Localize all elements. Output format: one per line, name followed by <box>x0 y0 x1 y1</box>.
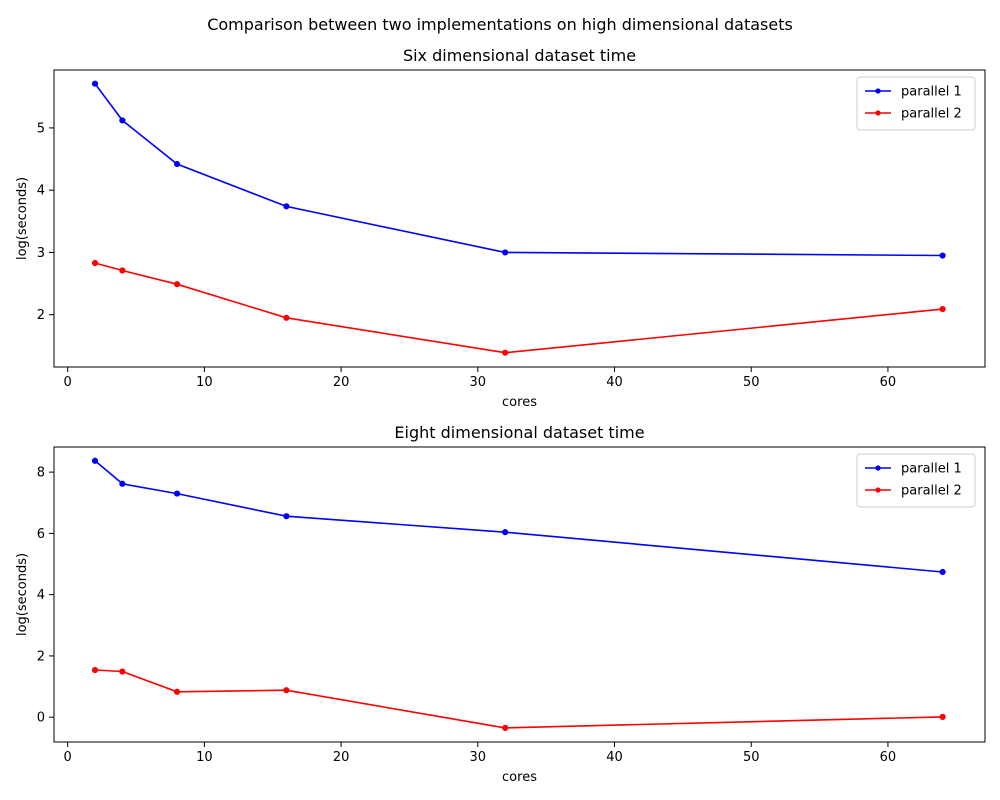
data-point <box>119 267 126 274</box>
x-tick-label: 40 <box>606 750 623 765</box>
x-tick-label: 20 <box>333 750 350 765</box>
y-axis-label: log(seconds) <box>15 553 30 636</box>
data-point <box>939 252 946 259</box>
plot-frame <box>53 446 986 743</box>
legend-swatch-marker <box>875 465 881 471</box>
x-tick-label: 40 <box>606 375 623 390</box>
data-point <box>283 687 290 694</box>
series-line-parallel-1 <box>94 460 943 573</box>
y-tick-label: 8 <box>37 466 45 481</box>
data-point <box>502 249 509 256</box>
data-point <box>119 117 126 124</box>
x-tick-label: 30 <box>470 375 487 390</box>
x-tick-label: 30 <box>470 750 487 765</box>
chart-title: Six dimensional dataset time <box>403 46 636 65</box>
data-point <box>283 513 290 520</box>
data-point <box>502 529 509 536</box>
y-tick-label: 0 <box>37 711 45 726</box>
data-point <box>502 724 509 732</box>
x-tick-label: 0 <box>64 750 72 765</box>
data-point <box>91 457 99 464</box>
data-point <box>283 314 290 321</box>
legend-swatch-marker <box>875 487 881 493</box>
legend-label: parallel 1 <box>901 462 962 477</box>
y-axis-label: log(seconds) <box>15 177 30 260</box>
data-point <box>91 666 99 674</box>
legend-swatch-marker <box>875 88 881 94</box>
y-tick-label: 6 <box>37 527 45 542</box>
legend-label: parallel 2 <box>901 107 962 122</box>
legend: parallel 1 parallel 2 <box>856 453 976 508</box>
legend-swatch-marker <box>875 110 881 116</box>
figure-suptitle: Comparison between two implementations o… <box>207 15 793 34</box>
x-tick-label: 0 <box>64 375 72 390</box>
x-tick-label: 60 <box>880 750 897 765</box>
data-point <box>939 713 946 720</box>
data-point <box>91 80 99 87</box>
data-point <box>173 490 181 497</box>
x-tick-label: 50 <box>743 375 760 390</box>
data-point <box>91 259 99 267</box>
y-tick-label: 4 <box>37 588 45 603</box>
series-line-parallel-2 <box>94 262 943 354</box>
x-axis-label: cores <box>502 395 537 410</box>
x-tick-label: 10 <box>196 750 213 765</box>
x-tick-label: 10 <box>196 375 213 390</box>
data-point <box>939 568 946 576</box>
legend-label: parallel 2 <box>901 484 962 499</box>
chart-title: Eight dimensional dataset time <box>394 423 644 442</box>
plot-frame <box>53 69 986 368</box>
y-tick-label: 3 <box>37 246 45 261</box>
data-point <box>283 203 290 210</box>
data-point <box>173 688 181 695</box>
data-point <box>119 480 126 487</box>
data-point <box>119 668 126 675</box>
y-tick-label: 2 <box>37 649 45 664</box>
series-line-parallel-2 <box>94 669 943 729</box>
y-tick-label: 5 <box>37 121 45 136</box>
x-tick-label: 60 <box>880 375 897 390</box>
chart-six-dimensional: Six dimensional dataset time 0 10 20 30 40 50 6… <box>15 46 986 410</box>
data-point <box>939 305 946 313</box>
data-point <box>173 160 181 168</box>
data-point <box>502 349 509 356</box>
data-point <box>173 281 181 288</box>
x-tick-label: 20 <box>333 375 350 390</box>
legend: parallel 1 parallel 2 <box>856 76 976 131</box>
y-tick-label: 2 <box>37 308 45 323</box>
x-axis-label: cores <box>502 770 537 785</box>
y-tick-label: 4 <box>37 184 45 199</box>
legend-label: parallel 1 <box>901 85 962 100</box>
x-tick-label: 50 <box>743 750 760 765</box>
series-line-parallel-1 <box>94 83 943 257</box>
